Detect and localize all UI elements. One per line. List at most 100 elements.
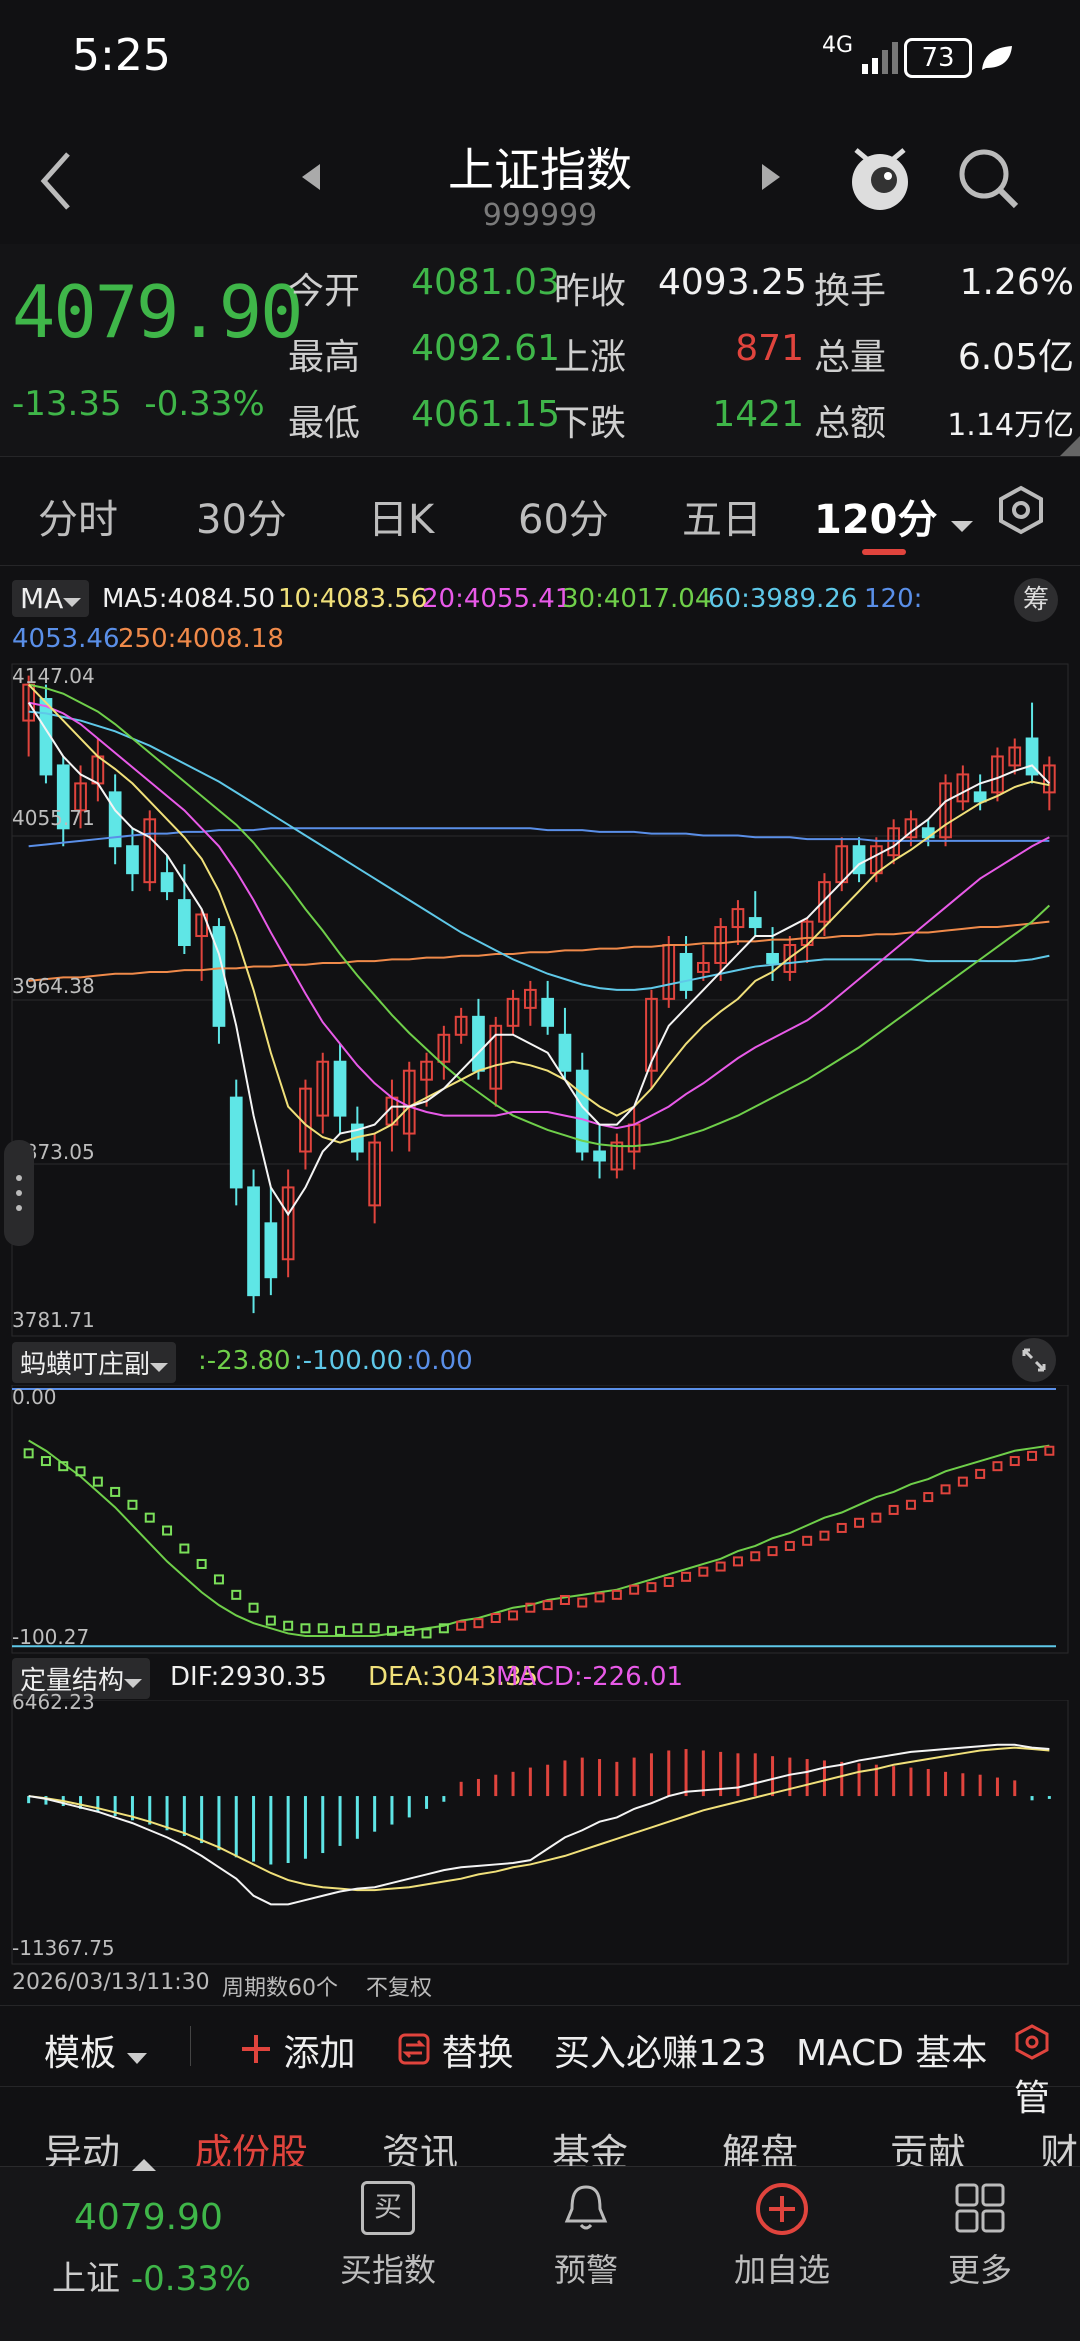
sub1-dot	[819, 1530, 830, 1541]
candle-body	[541, 997, 555, 1027]
search-button[interactable]	[956, 146, 1020, 214]
ma5-line	[27, 702, 1051, 1217]
caret-down-icon	[951, 521, 974, 532]
sub1-dot	[715, 1561, 726, 1572]
sub1-dot	[646, 1582, 657, 1593]
nav-buy-index[interactable]: 买 买指数	[318, 2181, 458, 2291]
tab-120min[interactable]: 120分	[814, 487, 974, 545]
template-button[interactable]: 模板	[44, 2024, 148, 2076]
candle-body	[921, 827, 935, 839]
replace-label: 替换	[441, 2033, 514, 2074]
sub1-dot	[335, 1625, 346, 1636]
sub-indicator-chart-2[interactable]: 6462.23 -11367.75	[0, 1690, 1080, 1965]
quote-label: 最高	[288, 337, 361, 378]
tab-daily[interactable]: 日K	[368, 497, 435, 543]
nav-label: 加自选	[733, 2251, 830, 2289]
price-change: -13.35 -0.33%	[12, 384, 265, 424]
nav-add-watchlist[interactable]: 加自选	[712, 2181, 852, 2291]
sub1-value-1: :-23.80	[198, 1346, 291, 1376]
candle-body	[731, 908, 745, 929]
macd-basic-button[interactable]: MACD 基本	[796, 2033, 988, 2074]
quote-panel: 4079.90 -13.35 -0.33% 今开 4081.03 昨收 4093…	[0, 244, 1080, 456]
sub1-dot	[784, 1540, 795, 1551]
sub1-dot	[231, 1589, 242, 1600]
adjust-mode[interactable]: 不复权	[366, 1976, 433, 2001]
network-icon: 4G	[822, 33, 898, 74]
ma10-line	[27, 683, 1050, 1144]
tab-5day[interactable]: 五日	[682, 497, 762, 543]
candle-body	[472, 1015, 485, 1072]
sub1-dot	[265, 1615, 276, 1626]
candle-body	[454, 1015, 468, 1036]
sub1-dot	[404, 1625, 415, 1636]
nav-alert[interactable]: 预警	[516, 2181, 656, 2291]
quote-label: 最低	[288, 403, 361, 444]
next-index-button[interactable]	[758, 162, 782, 196]
expand-button[interactable]	[1012, 1338, 1056, 1382]
candle-body	[558, 1033, 572, 1072]
sub-indicator-chart-1[interactable]: 0.00 -100.27	[0, 1384, 1080, 1655]
ma-legend: MA MA5:4084.50 10:4083.56 20:4055.41 30:…	[12, 578, 1072, 658]
candle-body	[645, 997, 658, 1072]
volume-value: 6.05亿	[957, 337, 1074, 378]
caret-down-icon	[124, 1679, 143, 1688]
sub1-dot	[802, 1535, 813, 1546]
network-label: 4G	[822, 33, 854, 58]
back-button[interactable]	[38, 146, 78, 216]
candlestick-chart[interactable]: 4147.04 4055.71 3964.38 3873.05 3781.71	[0, 660, 1080, 1340]
quote-row: 最高 4092.61 上涨 871 总量 6.05亿	[288, 328, 1078, 394]
y-axis-label: 4055.71	[12, 806, 95, 830]
sub1-dot	[317, 1623, 328, 1634]
quote-grid: 今开 4081.03 昨收 4093.25 换手 1.26% 最高 4092.6…	[288, 262, 1078, 460]
prev-index-button[interactable]	[300, 162, 324, 196]
plus-icon	[242, 2035, 270, 2063]
candle-body	[229, 1096, 243, 1189]
change-value: -13.35	[12, 384, 122, 424]
settings-button[interactable]	[996, 485, 1046, 539]
ma120-line	[28, 827, 1050, 848]
current-price: 4079.90	[12, 270, 303, 354]
battery-icon: 73	[904, 38, 972, 78]
manage-label: 管	[1014, 2078, 1051, 2119]
tab-intraday[interactable]: 分时	[38, 497, 118, 543]
sub1-dot	[1027, 1450, 1038, 1461]
manage-button[interactable]: 管	[1014, 2024, 1080, 2121]
ma60-line	[28, 710, 1050, 991]
divider	[190, 2026, 191, 2066]
sub1-dot	[854, 1517, 865, 1528]
tab-60min[interactable]: 60分	[518, 497, 609, 543]
nav-more[interactable]: 更多	[910, 2181, 1050, 2291]
sub1-value-3: :0.00	[406, 1346, 473, 1376]
tab-30min[interactable]: 30分	[196, 497, 287, 543]
info-tabs: 异动 成份股 资讯 基金 解盘 贡献 财	[0, 2100, 1080, 2175]
candle-body	[610, 1141, 624, 1171]
bell-icon	[564, 2185, 608, 2230]
caret-down-icon	[63, 598, 82, 607]
sub2-selector[interactable]: 定量结构	[12, 1658, 151, 1699]
buy-indicator-button[interactable]: 买入必赚123	[554, 2033, 767, 2074]
caret-up-icon	[132, 2159, 156, 2171]
side-drawer-handle[interactable]	[4, 1140, 34, 1246]
add-button[interactable]: 添加	[240, 2024, 355, 2076]
dif-value: DIF:2930.35	[170, 1662, 327, 1692]
mascot-button[interactable]	[848, 140, 912, 220]
replace-button[interactable]: 替换	[398, 2024, 513, 2076]
candle-body	[333, 1060, 347, 1117]
y-axis-label: 4147.04	[12, 664, 95, 688]
indicator-selector[interactable]: MA	[12, 580, 90, 617]
template-label: 模板	[44, 2033, 117, 2074]
caret-down-icon	[127, 2053, 148, 2064]
sub1-dot	[698, 1566, 709, 1577]
candle-body	[991, 755, 1004, 794]
sub1-line	[28, 1439, 1050, 1638]
ma30-line	[28, 683, 1051, 1148]
chevron-left-icon	[40, 152, 70, 210]
sub1-dot	[923, 1492, 934, 1503]
sub1-selector[interactable]: 蚂蟥叮庄副	[12, 1342, 177, 1383]
expand-icon	[1022, 1348, 1046, 1372]
turnover-value: 1.26%	[959, 262, 1074, 303]
chip-distribution-button[interactable]: 筹	[1014, 578, 1058, 622]
low-value: 4061.15	[411, 394, 560, 435]
candle-body	[679, 952, 693, 991]
status-time: 5:25	[72, 30, 171, 81]
